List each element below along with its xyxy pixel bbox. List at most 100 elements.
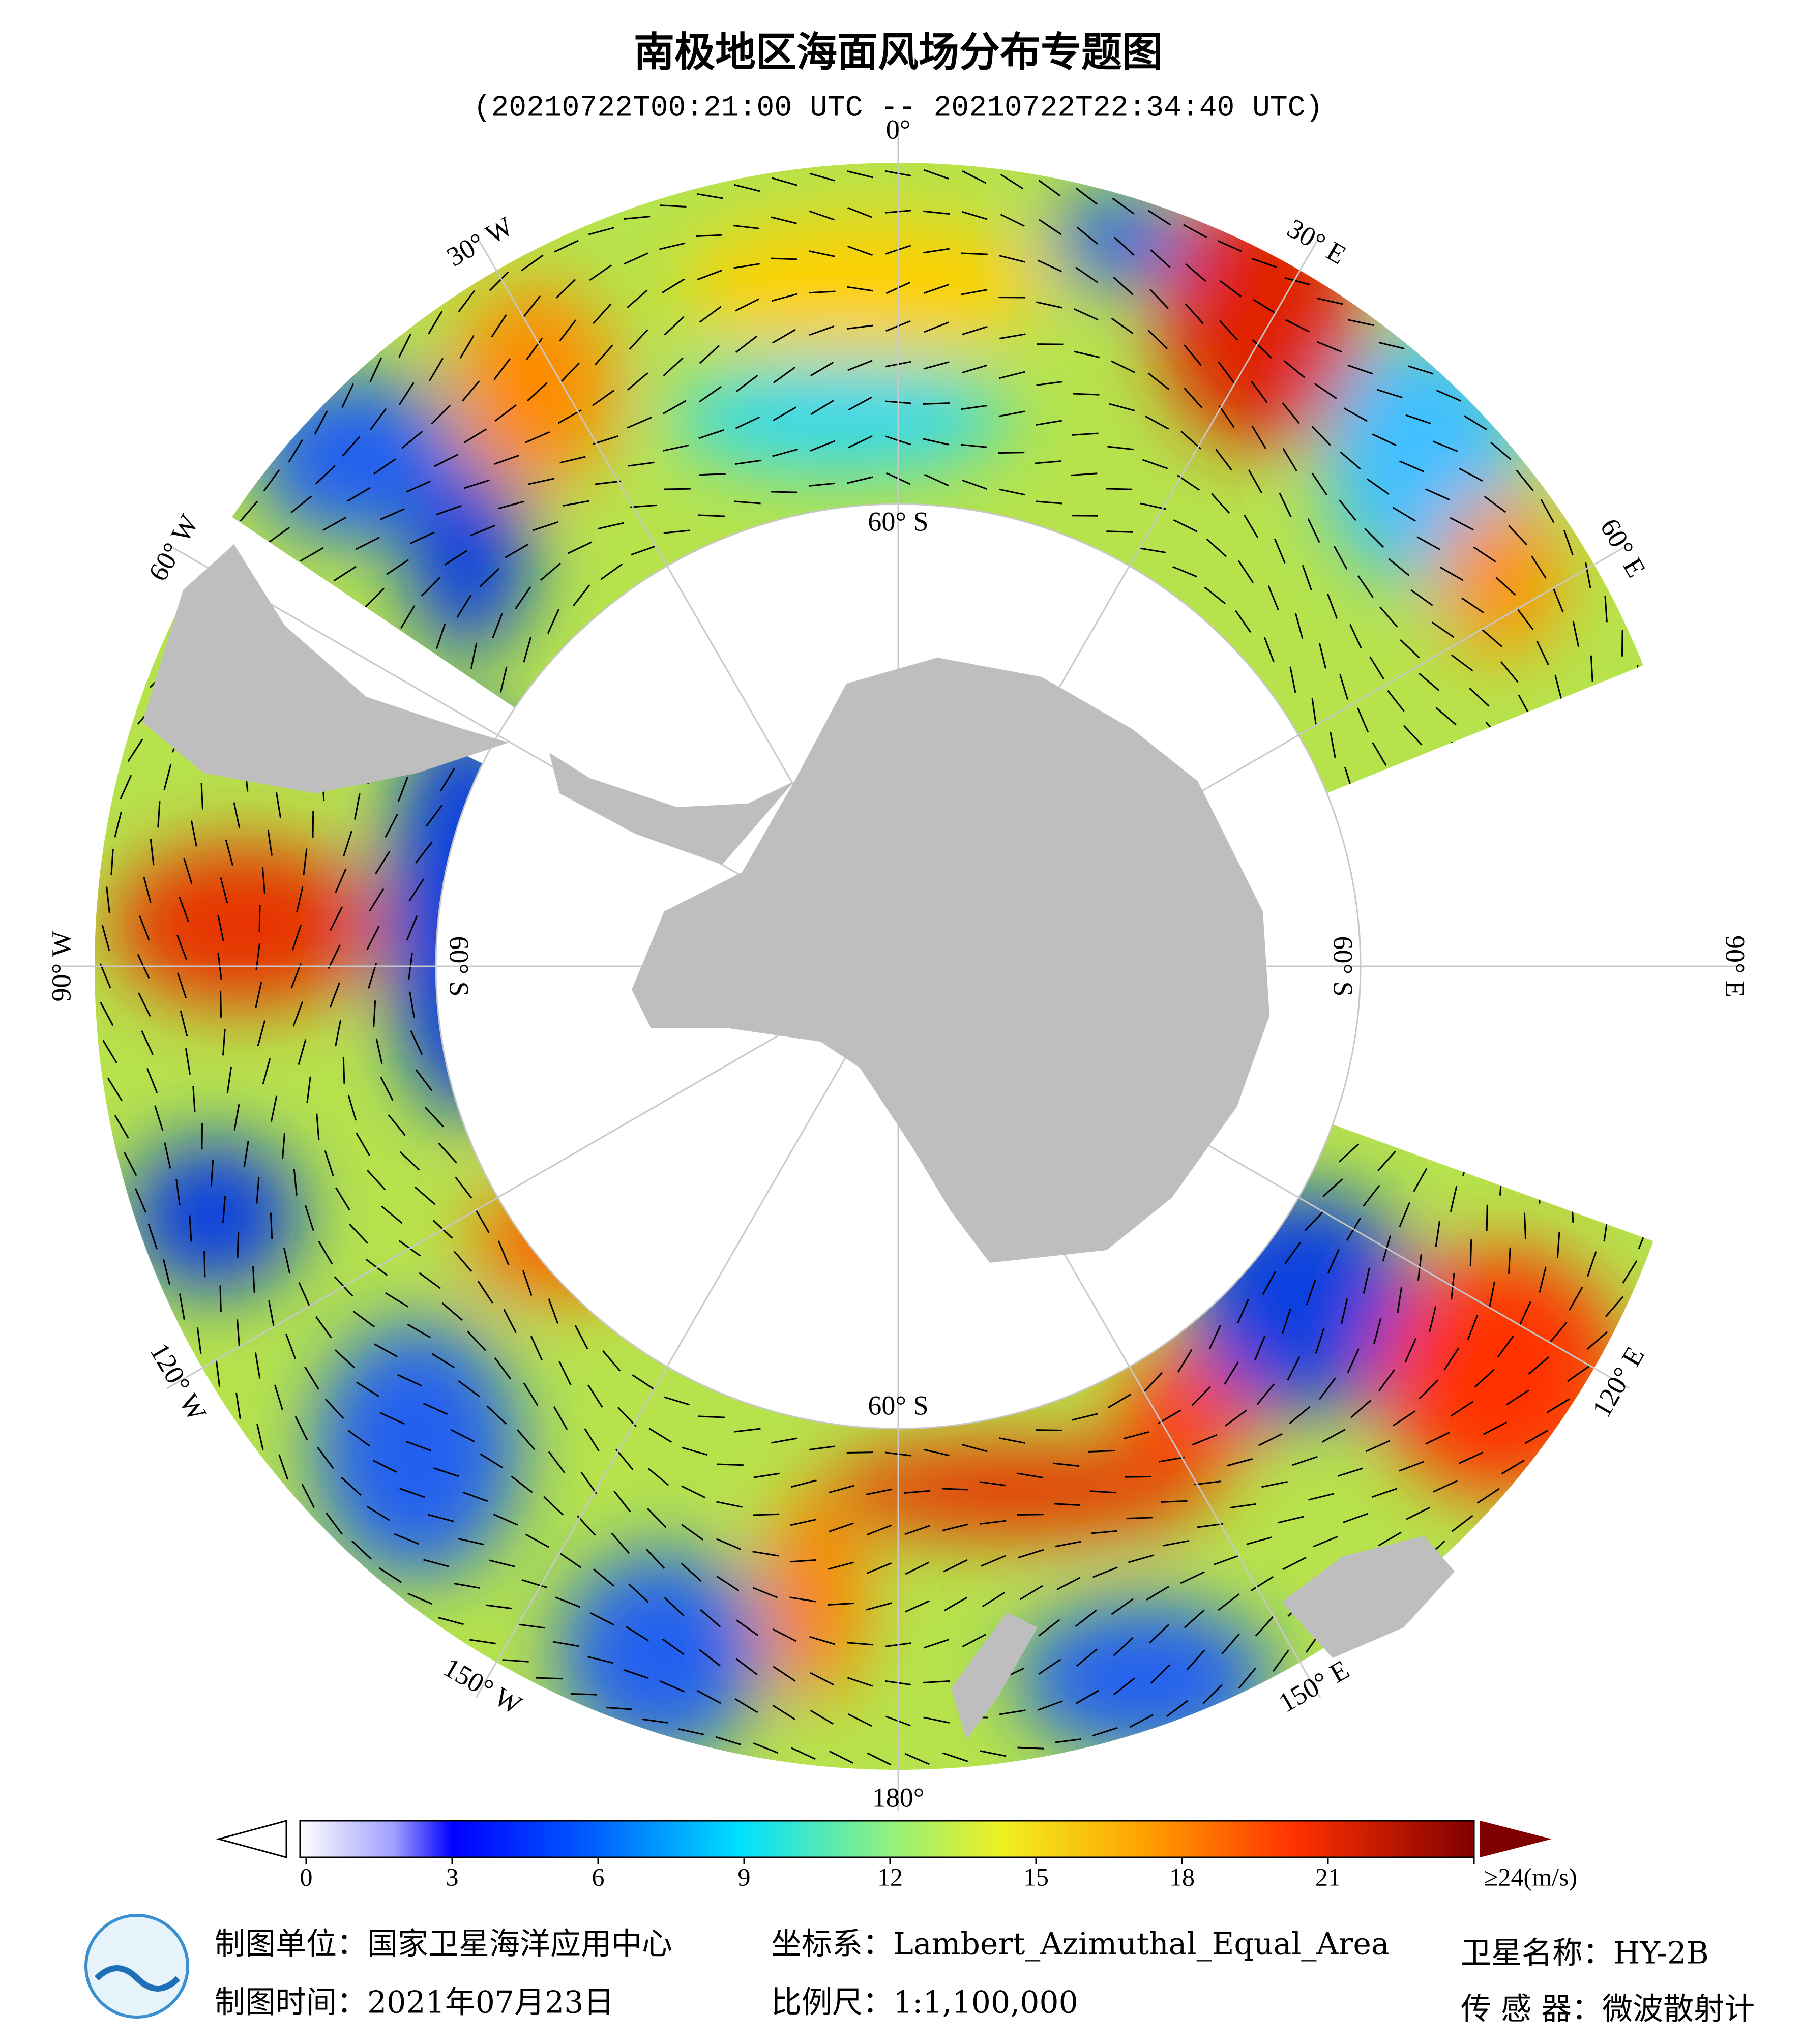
wind-arrow bbox=[1685, 1001, 1695, 1026]
wind-arrow bbox=[346, 618, 361, 641]
wind-arrow bbox=[1636, 802, 1639, 827]
colorbar-tick-label: 12 bbox=[877, 1862, 903, 1891]
wind-arrow bbox=[1535, 729, 1542, 755]
wind-arrow bbox=[1418, 761, 1436, 780]
wind-arrow bbox=[1125, 1476, 1151, 1477]
wind-arrow bbox=[753, 1514, 779, 1515]
footer-satellite: 卫星名称：HY-2B bbox=[1461, 1936, 1709, 1971]
wind-arrow bbox=[1651, 915, 1653, 941]
wind-arrow bbox=[923, 403, 950, 404]
wind-arrow bbox=[343, 1057, 344, 1084]
wind-arrow bbox=[1465, 777, 1481, 798]
wind-arrow bbox=[1570, 1029, 1575, 1055]
wind-arrow bbox=[1420, 925, 1427, 951]
wind-arrow bbox=[1549, 1141, 1551, 1167]
wind-arrow bbox=[1685, 887, 1692, 912]
wind-arrow bbox=[1463, 1151, 1471, 1176]
wind-arrow bbox=[1473, 1115, 1484, 1139]
colorbar-over bbox=[1480, 1821, 1552, 1857]
wind-arrow bbox=[1037, 344, 1063, 345]
longitude-label: 30° W bbox=[441, 211, 518, 273]
wind-arrow bbox=[1452, 742, 1470, 761]
footer-sensor: 传 感 器：微波散射计 bbox=[1461, 1992, 1755, 2027]
wind-arrow bbox=[1487, 1041, 1501, 1063]
wind-arrow bbox=[1419, 1001, 1425, 1027]
wind-arrow bbox=[366, 669, 369, 695]
wind-arrow bbox=[1613, 934, 1617, 960]
wind-arrow bbox=[1515, 792, 1521, 818]
wind-arrow bbox=[1366, 1069, 1379, 1092]
wind-arrow bbox=[1614, 972, 1615, 999]
wind-arrow bbox=[1127, 1518, 1153, 1519]
wind-arrow bbox=[1600, 1086, 1605, 1112]
wind-arrow bbox=[1385, 779, 1401, 800]
wind-arrow bbox=[314, 597, 334, 614]
wind-arrow bbox=[1481, 1078, 1494, 1101]
wind-arrow bbox=[536, 1678, 563, 1679]
footer-scale: 比例尺：1:1,100,000 bbox=[771, 1985, 1078, 2021]
footer-crs: 坐标系：Lambert_Azimuthal_Equal_Area bbox=[771, 1927, 1390, 1962]
longitude-label: 30° E bbox=[1282, 213, 1351, 270]
wind-arrow bbox=[571, 1694, 597, 1695]
wind-arrow bbox=[220, 1286, 221, 1312]
wind-arrow bbox=[1571, 916, 1580, 941]
wind-arrow bbox=[1558, 802, 1561, 828]
wind-arrow bbox=[1649, 701, 1651, 727]
wind-arrow bbox=[1383, 991, 1385, 1018]
wind-arrow bbox=[238, 1232, 239, 1258]
wind-arrow bbox=[1610, 896, 1615, 922]
wind-arrow bbox=[1572, 710, 1574, 736]
wind-arrow bbox=[1582, 1160, 1586, 1186]
wind-arrow bbox=[1496, 886, 1497, 913]
wind-arrow bbox=[1568, 878, 1577, 903]
wind-arrow bbox=[1397, 815, 1413, 836]
wind-arrow bbox=[1441, 833, 1456, 854]
wind-arrow bbox=[1378, 916, 1391, 940]
wind-arrow bbox=[1592, 783, 1597, 809]
wind-arrow bbox=[418, 655, 422, 681]
wind-arrow bbox=[1391, 1115, 1408, 1135]
wind-arrow bbox=[1529, 1021, 1541, 1045]
wind-arrow bbox=[1627, 1142, 1631, 1168]
wind-arrow bbox=[1353, 1107, 1371, 1127]
wind-arrow bbox=[1649, 992, 1655, 1018]
wind-arrow bbox=[771, 258, 797, 259]
wind-arrow bbox=[1497, 925, 1503, 951]
longitude-label: 180° bbox=[872, 1782, 925, 1813]
antarctica bbox=[632, 658, 1269, 1263]
wind-arrow bbox=[1592, 1123, 1597, 1149]
wind-arrow bbox=[1402, 1078, 1417, 1099]
longitude-label: 0° bbox=[886, 114, 911, 144]
wind-arrow bbox=[1413, 888, 1426, 912]
wind-arrow bbox=[1470, 1239, 1471, 1266]
wind-arrow bbox=[479, 699, 486, 724]
latitude-label: 60° S bbox=[868, 506, 928, 537]
wind-arrow bbox=[1678, 1077, 1685, 1102]
longitude-label: 60° E bbox=[1594, 513, 1652, 582]
wind-arrow bbox=[1519, 1096, 1526, 1121]
colorbar-tick-label: 9 bbox=[738, 1862, 751, 1891]
latitude-label: 60° S bbox=[1328, 936, 1358, 996]
wind-arrow bbox=[1681, 849, 1687, 875]
wind-arrow bbox=[1636, 665, 1638, 692]
colorbar-tick-label: 6 bbox=[592, 1862, 605, 1891]
wind-arrow bbox=[1430, 796, 1447, 816]
footer-unit: 制图单位：国家卫星海洋应用中心 bbox=[215, 1927, 672, 1962]
colorbar-ramp bbox=[300, 1821, 1474, 1857]
colorbar-tick-label: ≥24(m/s) bbox=[1484, 1862, 1577, 1891]
longitude-label: 60° W bbox=[142, 510, 204, 586]
wind-arrow bbox=[1532, 983, 1544, 1007]
wind-arrow bbox=[1530, 867, 1535, 893]
wind-arrow bbox=[1643, 839, 1646, 865]
wind-arrow bbox=[1373, 879, 1387, 901]
wind-arrow bbox=[1612, 1010, 1613, 1036]
wind-arrow bbox=[1564, 840, 1570, 866]
wind-arrow bbox=[1653, 1188, 1658, 1213]
wind-arrow bbox=[1088, 1450, 1115, 1451]
wind-arrow bbox=[942, 1489, 968, 1490]
wind-arrow bbox=[280, 579, 302, 594]
wind-arrow bbox=[382, 636, 391, 661]
wind-arrow bbox=[1532, 906, 1541, 931]
